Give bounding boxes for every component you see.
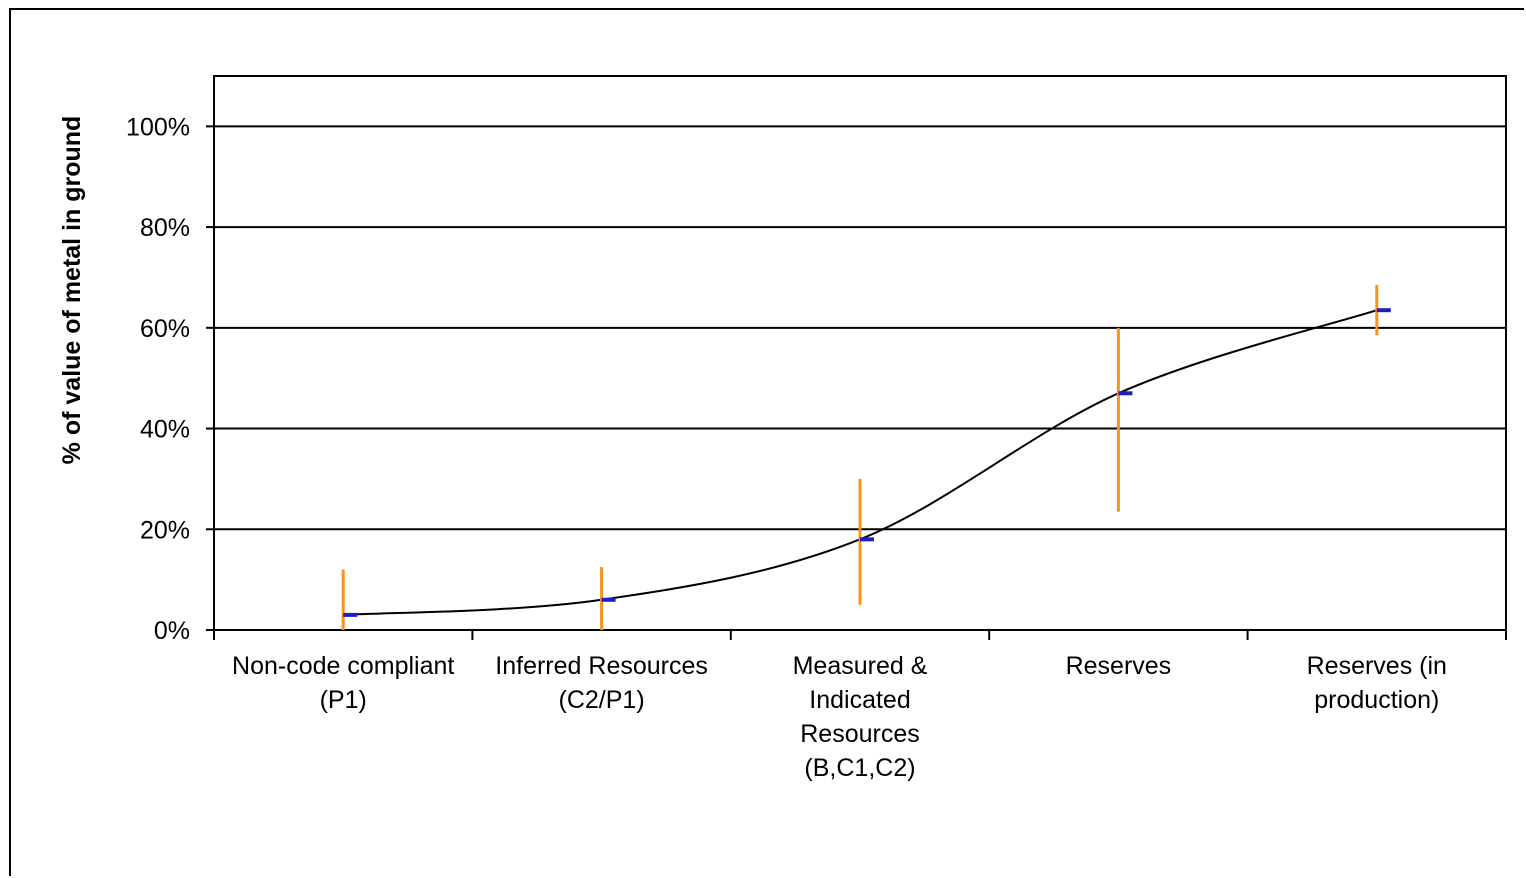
category-label: Measured & Indicated Resources (B,C1,C2) — [793, 652, 928, 782]
y-tick-label: 100% — [126, 113, 190, 141]
category-label: Reserves (in production) — [1307, 652, 1447, 714]
category-label-line: (P1) — [320, 686, 367, 714]
y-tick-label: 40% — [140, 416, 190, 444]
category-label-line: Resources — [800, 720, 920, 748]
category-label-line: Measured & — [793, 652, 928, 680]
y-axis-label: % of value of metal in ground — [58, 116, 86, 465]
category-label-line: production) — [1314, 686, 1439, 714]
category-label-line: (B,C1,C2) — [804, 754, 915, 782]
category-label-line: Non-code compliant — [232, 652, 454, 680]
x-axis-ticks — [213, 630, 1507, 640]
category-label-line: Reserves (in — [1307, 652, 1447, 680]
category-label-line: (C2/P1) — [559, 686, 645, 714]
chart-frame — [9, 8, 1524, 876]
category-label-line: Indicated — [809, 686, 910, 714]
y-tick-label: 0% — [154, 617, 190, 645]
x-axis-category-labels: Non-code compliant (P1) Inferred Resources… — [232, 652, 1447, 782]
y-tick-label: 20% — [140, 516, 190, 544]
y-tick-label: 60% — [140, 315, 190, 343]
category-label-line: Inferred Resources — [495, 652, 708, 680]
y-axis-ticks: 0% 20% 40% 60% 80% 100% — [126, 113, 214, 645]
category-label-line: Reserves — [1066, 652, 1172, 680]
plot-area — [213, 75, 1507, 631]
y-tick-label: 80% — [140, 214, 190, 242]
category-label: Reserves — [1066, 652, 1172, 680]
data-markers — [343, 308, 1391, 617]
category-label: Inferred Resources (C2/P1) — [495, 652, 708, 714]
category-label: Non-code compliant (P1) — [232, 652, 454, 714]
error-bars — [341, 285, 1379, 630]
